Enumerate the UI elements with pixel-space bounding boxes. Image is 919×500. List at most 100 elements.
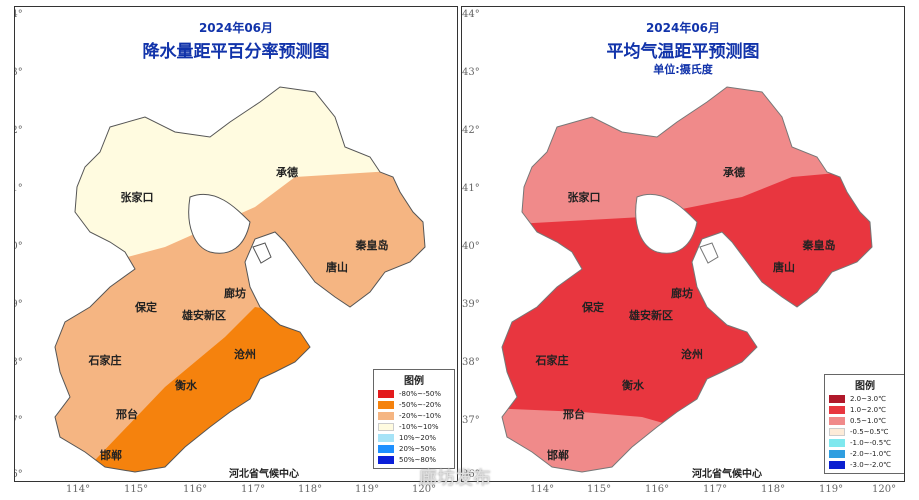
city-cangzhou: 沧州 (681, 348, 703, 361)
city-xingtai: 邢台 (116, 408, 138, 421)
lat-tick: 37° (462, 415, 480, 426)
temp-org: 河北省气候中心 (692, 469, 762, 480)
legend-item: 50%~80% (378, 455, 450, 465)
legend-label: -10%~10% (399, 423, 439, 431)
temp-title: 平均气温距平预测图 (606, 42, 760, 62)
city-qinhuangdao: 秦皇岛 (355, 239, 389, 252)
beijing-hole (635, 193, 698, 254)
lat-tick: 42° (462, 125, 480, 136)
city-langfang: 廊坊 (224, 287, 246, 300)
lat-tick: 39° (462, 299, 480, 310)
lon-tick: 115° (587, 484, 612, 495)
city-xiongan: 雄安新区 (182, 309, 226, 322)
tianjin-island (252, 242, 272, 264)
temp-map-panel: 2024年06月 平均气温距平预测图 单位:摄氏度 44° 43° 42° 41… (461, 6, 905, 482)
precip-date: 2024年06月 (198, 21, 274, 35)
lon-tick: 119° (819, 484, 844, 495)
legend-label: -2.0~-1.0℃ (850, 450, 892, 458)
legend-label: 20%~50% (399, 445, 436, 453)
city-chengde: 承德 (276, 166, 298, 179)
legend-swatch (829, 461, 845, 469)
legend-label: -3.0~-2.0℃ (850, 461, 892, 469)
lon-tick: 115° (124, 484, 149, 495)
legend-swatch (829, 395, 845, 403)
lat-tick: 36° (15, 469, 23, 480)
city-langfang: 廊坊 (671, 287, 693, 300)
legend-item: -3.0~-2.0℃ (829, 460, 901, 470)
legend-title: 图例 (855, 381, 875, 392)
precip-map (54, 86, 426, 473)
lat-tick: 40° (15, 241, 23, 252)
lon-tick: 119° (355, 484, 380, 495)
precip-title: 降水量距平百分率预测图 (142, 42, 330, 62)
legend-item: 2.0~3.0℃ (829, 394, 901, 404)
city-baoding: 保定 (582, 301, 604, 314)
city-qinhuangdao: 秦皇岛 (802, 239, 836, 252)
legend-label: -1.0~-0.5℃ (850, 439, 892, 447)
temp-legend: 图例 2.0~3.0℃ 1.0~2.0℃ 0.5~1.0℃ -0.5~0.5℃ … (824, 374, 904, 474)
lon-tick: 120° (412, 484, 437, 495)
legend-item: -80%~-50% (378, 389, 450, 399)
city-handan: 邯郸 (547, 449, 569, 462)
temp-unit: 单位:摄氏度 (653, 63, 713, 76)
city-tangshan: 唐山 (326, 261, 348, 274)
legend-label: 1.0~2.0℃ (850, 406, 886, 414)
lat-tick: 43° (462, 67, 480, 78)
precip-map-panel: 2024年06月 降水量距平百分率预测图 44° 43° 42° 41° 40°… (14, 6, 458, 482)
city-hengshui: 衡水 (175, 379, 197, 392)
legend-swatch (378, 401, 394, 409)
lat-tick: 42° (15, 125, 23, 136)
lon-tick: 117° (241, 484, 266, 495)
lon-tick: 114° (530, 484, 555, 495)
legend-swatch (829, 439, 845, 447)
lat-tick: 44° (462, 9, 480, 20)
city-zhangjiakou: 张家口 (567, 191, 601, 204)
watermark: 廊坊发布 (419, 468, 491, 489)
lat-tick: 38° (15, 357, 23, 368)
city-hengshui: 衡水 (622, 379, 644, 392)
legend-item: 10%~20% (378, 433, 450, 443)
legend-item: -50%~-20% (378, 400, 450, 410)
temp-map (501, 86, 873, 473)
city-cangzhou: 沧州 (234, 348, 256, 361)
lat-tick: 40° (462, 241, 480, 252)
legend-label: 0.5~1.0℃ (850, 417, 886, 425)
city-zhangjiakou: 张家口 (120, 191, 154, 204)
legend-swatch (378, 423, 394, 431)
lat-tick: 36° (462, 469, 480, 480)
city-xingtai: 邢台 (563, 408, 585, 421)
legend-label: -50%~-20% (399, 401, 442, 409)
legend-swatch (829, 428, 845, 436)
city-shijiazhuang: 石家庄 (535, 354, 569, 367)
legend-item: 1.0~2.0℃ (829, 405, 901, 415)
legend-label: 10%~20% (399, 434, 436, 442)
city-xiongan: 雄安新区 (629, 309, 673, 322)
lon-tick: 116° (183, 484, 208, 495)
legend-swatch (378, 445, 394, 453)
lat-tick: 41° (462, 183, 480, 194)
lat-tick: 38° (462, 357, 480, 368)
temp-date: 2024年06月 (645, 21, 721, 35)
lat-tick: 43° (15, 67, 23, 78)
legend-swatch (829, 450, 845, 458)
lon-tick: 114° (66, 484, 91, 495)
city-tangshan: 唐山 (773, 261, 795, 274)
legend-label: -80%~-50% (399, 390, 442, 398)
legend-label: -20%~-10% (399, 412, 442, 420)
precip-legend: 图例 -80%~-50% -50%~-20% -20%~-10% -10%~10… (373, 369, 455, 469)
lon-tick: 118° (298, 484, 323, 495)
legend-swatch (378, 434, 394, 442)
legend-label: 2.0~3.0℃ (850, 395, 886, 403)
legend-item: 20%~50% (378, 444, 450, 454)
legend-item: -10%~10% (378, 422, 450, 432)
beijing-hole (188, 193, 251, 254)
legend-swatch (829, 406, 845, 414)
city-baoding: 保定 (135, 301, 157, 314)
legend-label: 50%~80% (399, 456, 436, 464)
lat-tick: 44° (15, 9, 23, 20)
precip-map-outline (54, 86, 426, 473)
legend-swatch (378, 390, 394, 398)
city-handan: 邯郸 (100, 449, 122, 462)
precip-org: 河北省气候中心 (229, 469, 299, 480)
legend-item: -1.0~-0.5℃ (829, 438, 901, 448)
